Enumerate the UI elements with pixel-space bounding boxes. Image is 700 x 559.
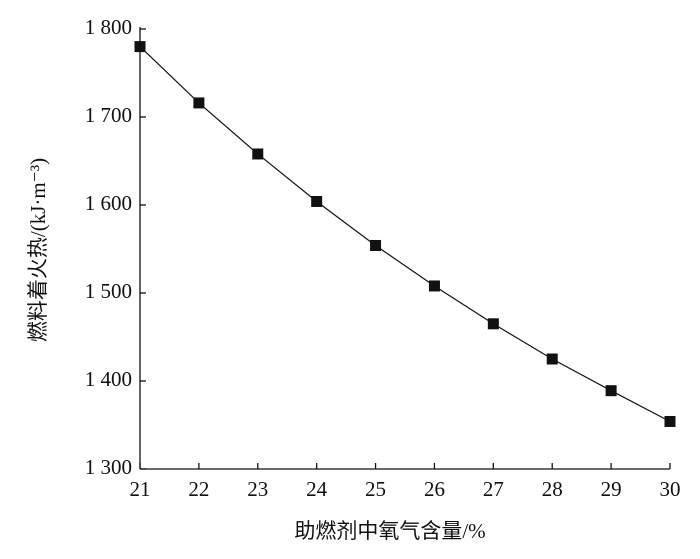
marker	[134, 41, 146, 53]
marker	[428, 280, 440, 292]
marker	[370, 239, 382, 251]
x-axis-label: 助燃剂中氧气含量/%	[294, 519, 485, 543]
x-tick-label: 24	[306, 477, 328, 501]
y-tick-label: 1 600	[85, 191, 132, 215]
marker	[487, 318, 499, 330]
marker	[605, 385, 617, 397]
y-tick-label: 1 300	[85, 455, 132, 479]
y-tick-label: 1 700	[85, 103, 132, 127]
y-tick-label: 1 500	[85, 279, 132, 303]
x-tick-label: 29	[601, 477, 622, 501]
y-tick-label: 1 800	[85, 15, 132, 39]
y-axis-label: 燃料着火热/(kJ·m⁻³)	[26, 158, 50, 342]
x-tick-label: 21	[130, 477, 151, 501]
marker	[311, 195, 323, 207]
x-tick-label: 26	[424, 477, 445, 501]
marker	[252, 148, 264, 160]
line	[139, 46, 671, 423]
marker	[193, 97, 205, 109]
x-tick-label: 30	[660, 477, 681, 501]
marker	[664, 415, 676, 427]
x-tick-label: 22	[188, 477, 209, 501]
y-tick-label: 1 400	[85, 367, 132, 391]
x-tick-label: 28	[542, 477, 563, 501]
x-tick-label: 23	[247, 477, 268, 501]
marker	[546, 353, 558, 365]
x-tick-label: 25	[365, 477, 386, 501]
x-tick-label: 27	[483, 477, 504, 501]
